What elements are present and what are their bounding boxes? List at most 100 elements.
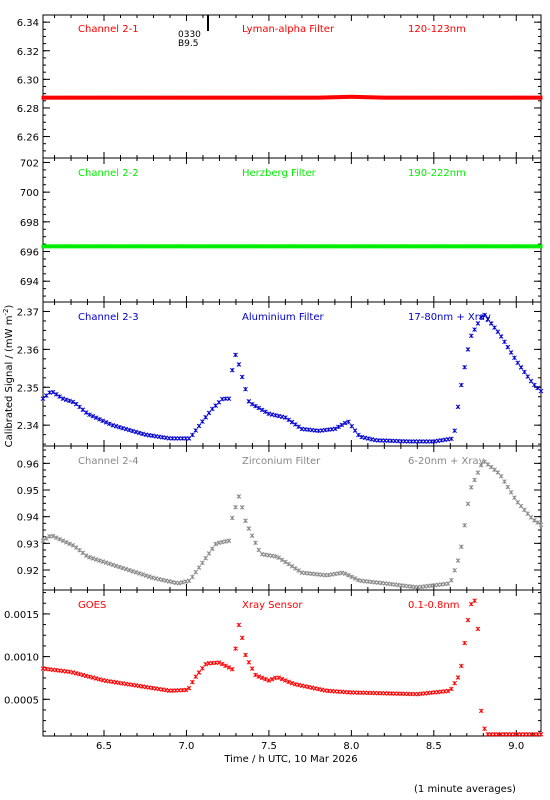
data-point: [372, 244, 376, 249]
data-point: [352, 94, 356, 99]
data-point: [375, 95, 379, 100]
data-point: [296, 568, 301, 573]
footnote: (1 minute averages): [414, 784, 516, 795]
data-point: [68, 95, 72, 100]
data-point: [286, 561, 291, 567]
data-point: [111, 244, 115, 249]
data-point: [457, 244, 461, 249]
data-point: [83, 673, 89, 679]
y-tick-label: 0.0010: [4, 653, 39, 664]
data-point: [93, 415, 99, 421]
data-point: [273, 554, 278, 559]
data-point: [190, 244, 194, 249]
data-point: [439, 95, 443, 100]
data-point: [183, 436, 189, 441]
data-point: [103, 95, 107, 100]
data-point: [293, 566, 298, 571]
data-point: [514, 244, 518, 249]
data-point: [464, 95, 468, 100]
y-tick-label: 6.30: [17, 75, 39, 86]
y-tick-label: 2.37: [17, 307, 39, 318]
data-point: [93, 244, 97, 249]
data-point: [180, 244, 184, 249]
data-point: [230, 95, 234, 100]
data-point: [390, 244, 394, 249]
data-point: [539, 244, 543, 249]
data-point: [71, 95, 75, 100]
y-tick-label: 2.35: [17, 383, 39, 394]
data-point: [507, 244, 511, 249]
data-point: [91, 95, 95, 100]
data-point: [325, 244, 329, 249]
data-point: [370, 95, 374, 100]
data-point: [280, 244, 284, 249]
data-point: [335, 95, 339, 100]
data-point: [532, 518, 537, 523]
data-point: [515, 731, 521, 737]
data-point: [126, 244, 130, 249]
data-point: [44, 536, 49, 541]
data-point: [166, 244, 169, 249]
data-point: [339, 422, 345, 428]
data-point: [467, 244, 471, 249]
data-point: [233, 646, 238, 651]
data-point: [355, 244, 359, 249]
data-point: [492, 731, 497, 737]
data-point: [61, 244, 65, 249]
data-point: [412, 95, 416, 100]
data-point: [121, 244, 125, 249]
y-tick-label: 700: [20, 188, 39, 199]
data-point: [508, 350, 514, 355]
data-point: [255, 95, 259, 100]
data-point: [279, 676, 285, 682]
data-point: [330, 244, 334, 249]
data-point: [468, 485, 474, 490]
data-point: [312, 95, 316, 100]
data-point: [146, 574, 152, 579]
data-point: [236, 494, 242, 499]
data-point: [190, 432, 195, 438]
panel-marks: 6.26 6.28 6.30 6.32 6.34: [17, 15, 543, 159]
data-point: [238, 95, 242, 100]
data-point: [350, 244, 354, 249]
data-point: [482, 312, 487, 318]
x-axis-label: Time / h UTC, 10 Mar 2026: [223, 754, 357, 765]
data-point: [273, 95, 277, 100]
data-point: [97, 558, 102, 563]
filter-label: Zirconium Filter: [242, 456, 321, 467]
data-point: [357, 95, 361, 100]
data-point: [126, 95, 130, 100]
data-point: [276, 555, 282, 560]
data-point: [56, 95, 60, 100]
panel-frame: [42, 589, 542, 737]
data-point: [183, 687, 189, 693]
data-point: [153, 576, 159, 581]
data-point: [349, 423, 355, 429]
data-point: [87, 412, 92, 418]
data-point: [208, 95, 212, 100]
data-point: [233, 95, 237, 100]
data-point: [266, 678, 272, 683]
data-point: [464, 244, 468, 249]
data-point: [98, 244, 102, 249]
data-point: [532, 731, 537, 737]
data-point: [375, 244, 379, 249]
data-point: [390, 95, 394, 100]
data-point: [289, 680, 295, 686]
data-point: [78, 244, 82, 249]
data-point: [239, 635, 245, 641]
y-tick-label: 0.0005: [4, 695, 39, 706]
x-axis-tick-labels: 6.5 7.0 7.5 8.0 8.5 9.0: [96, 741, 524, 752]
data-point: [253, 403, 258, 409]
data-point: [275, 95, 279, 100]
data-point: [123, 426, 129, 432]
data-point: [238, 244, 242, 249]
data-point: [219, 661, 225, 667]
data-point: [240, 95, 244, 100]
data-point: [427, 244, 431, 249]
data-point: [293, 681, 298, 687]
channel-label: Channel 2-2: [78, 168, 139, 179]
data-point: [302, 95, 306, 100]
data-point: [123, 244, 127, 249]
